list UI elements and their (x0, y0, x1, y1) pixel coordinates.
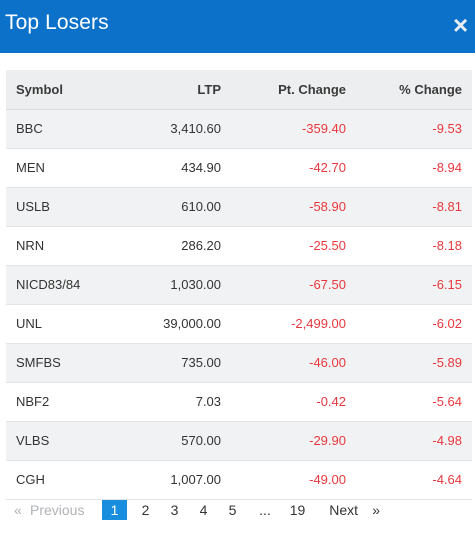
cell-pt-change: -29.90 (221, 421, 346, 461)
page-5-button[interactable]: 5 (228, 502, 237, 518)
page-3-button[interactable]: 3 (170, 502, 179, 518)
previous-button[interactable]: Previous (30, 502, 85, 518)
column-header-symbol[interactable]: Symbol (6, 70, 111, 110)
cell-pt-change: -359.40 (221, 109, 346, 149)
cell-ltp: 1,030.00 (111, 265, 221, 305)
cell-symbol[interactable]: NRN (6, 226, 111, 266)
cell-symbol[interactable]: NBF2 (6, 382, 111, 422)
cell-symbol[interactable]: BBC (6, 109, 111, 149)
cell-ltp: 3,410.60 (111, 109, 221, 149)
cell-pct-change: -8.18 (346, 226, 472, 266)
cell-pct-change: -8.94 (346, 148, 472, 188)
table-row[interactable]: SMFBS 735.00 -46.00 -5.89 (6, 343, 472, 383)
table-row[interactable]: BBC 3,410.60 -359.40 -9.53 (6, 109, 472, 149)
cell-ltp: 286.20 (111, 226, 221, 266)
page-19-button[interactable]: 19 (289, 502, 306, 518)
cell-symbol[interactable]: MEN (6, 148, 111, 188)
cell-symbol[interactable]: CGH (6, 460, 111, 500)
table-row[interactable]: MEN 434.90 -42.70 -8.94 (6, 148, 472, 188)
modal-title: Top Losers (5, 11, 109, 34)
cell-ltp: 7.03 (111, 382, 221, 422)
cell-ltp: 1,007.00 (111, 460, 221, 500)
cell-pt-change: -46.00 (221, 343, 346, 383)
table-row[interactable]: UNL 39,000.00 -2,499.00 -6.02 (6, 304, 472, 344)
cell-pct-change: -4.98 (346, 421, 472, 461)
cell-pct-change: -6.15 (346, 265, 472, 305)
table-row[interactable]: USLB 610.00 -58.90 -8.81 (6, 187, 472, 227)
page-1-button[interactable]: 1 (102, 500, 127, 520)
modal-header: Top Losers × (0, 0, 475, 53)
cell-pct-change: -6.02 (346, 304, 472, 344)
table-header-row: Symbol LTP Pt. Change % Change (6, 70, 472, 110)
next-button[interactable]: Next (329, 502, 358, 518)
table-row[interactable]: NICD83/84 1,030.00 -67.50 -6.15 (6, 265, 472, 305)
cell-pt-change: -67.50 (221, 265, 346, 305)
cell-ltp: 570.00 (111, 421, 221, 461)
losers-table-container: Symbol LTP Pt. Change % Change BBC 3,410.… (6, 70, 472, 500)
pagination: « Previous 1 2 3 4 5 ... 19 Next » (10, 499, 380, 521)
column-header-pt-change[interactable]: Pt. Change (221, 70, 346, 110)
table-row[interactable]: CGH 1,007.00 -49.00 -4.64 (6, 460, 472, 500)
table-row[interactable]: NRN 286.20 -25.50 -8.18 (6, 226, 472, 266)
cell-symbol[interactable]: UNL (6, 304, 111, 344)
cell-pct-change: -9.53 (346, 109, 472, 149)
page-2-button[interactable]: 2 (141, 502, 150, 518)
close-icon[interactable]: × (453, 10, 469, 40)
cell-ltp: 434.90 (111, 148, 221, 188)
cell-ltp: 610.00 (111, 187, 221, 227)
cell-symbol[interactable]: VLBS (6, 421, 111, 461)
table-body: BBC 3,410.60 -359.40 -9.53 MEN 434.90 -42.70 -8… (6, 109, 472, 500)
cell-pct-change: -5.89 (346, 343, 472, 383)
cell-pt-change: -49.00 (221, 460, 346, 500)
cell-pt-change: -2,499.00 (221, 304, 346, 344)
cell-symbol[interactable]: NICD83/84 (6, 265, 111, 305)
table-row[interactable]: NBF2 7.03 -0.42 -5.64 (6, 382, 472, 422)
cell-pt-change: -42.70 (221, 148, 346, 188)
column-header-pct-change[interactable]: % Change (346, 70, 472, 110)
losers-table: Symbol LTP Pt. Change % Change BBC 3,410.… (6, 70, 472, 500)
table-row[interactable]: VLBS 570.00 -29.90 -4.98 (6, 421, 472, 461)
cell-pt-change: -0.42 (221, 382, 346, 422)
next-arrow-icon[interactable]: » (372, 502, 380, 518)
cell-ltp: 735.00 (111, 343, 221, 383)
previous-arrow-icon[interactable]: « (14, 502, 22, 518)
cell-ltp: 39,000.00 (111, 304, 221, 344)
cell-pct-change: -8.81 (346, 187, 472, 227)
column-header-ltp[interactable]: LTP (111, 70, 221, 110)
cell-symbol[interactable]: SMFBS (6, 343, 111, 383)
pagination-ellipsis: ... (259, 502, 271, 518)
cell-pct-change: -4.64 (346, 460, 472, 500)
page-4-button[interactable]: 4 (199, 502, 208, 518)
cell-symbol[interactable]: USLB (6, 187, 111, 227)
cell-pct-change: -5.64 (346, 382, 472, 422)
cell-pt-change: -25.50 (221, 226, 346, 266)
cell-pt-change: -58.90 (221, 187, 346, 227)
